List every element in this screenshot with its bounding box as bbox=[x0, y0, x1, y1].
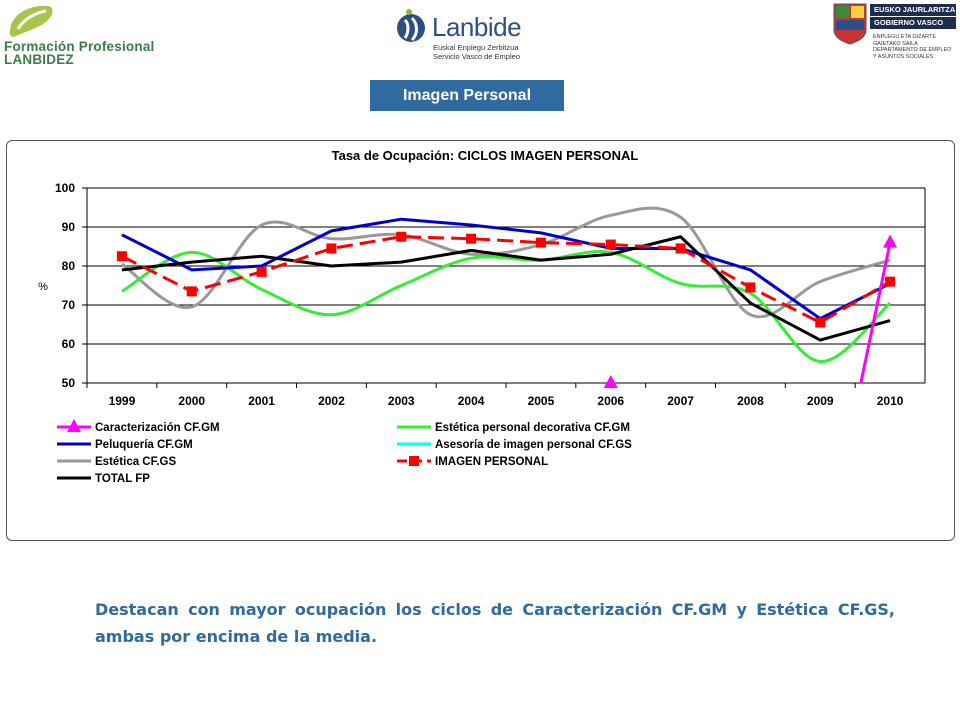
series-estetica-personal-decorativa-cf-gm bbox=[121, 250, 892, 364]
legend-item: Estética CF.GS bbox=[57, 456, 176, 468]
data-point bbox=[256, 266, 267, 277]
gv-bar-gobierno: GOBIERNO VASCO bbox=[870, 17, 956, 29]
legend-item: Caracterización CF.GM bbox=[57, 419, 220, 434]
x-tick-label: 1999 bbox=[109, 394, 136, 408]
x-tick-label: 2001 bbox=[248, 394, 275, 408]
gv-dept-line4: Y ASUNTOS SOCIALES bbox=[873, 53, 934, 60]
legend-item: Asesoría de imagen personal CF.GS bbox=[397, 439, 632, 451]
x-tick-label: 2009 bbox=[807, 394, 834, 408]
legend-item: Estética personal decorativa CF.GM bbox=[397, 422, 630, 434]
x-tick-label: 2002 bbox=[318, 394, 345, 408]
fp-swoosh-icon bbox=[9, 5, 53, 37]
y-tick-label: 90 bbox=[62, 220, 76, 234]
series-segment bbox=[859, 242, 892, 383]
gv-dept-line1: ENPLEGU ETA GIZARTE bbox=[873, 34, 937, 40]
legend-item: IMAGEN PERSONAL bbox=[397, 456, 548, 468]
fp-logo-text: Formación Profesional LANBIDEZ bbox=[4, 39, 155, 67]
gv-bar-eusko: EUSKO JAURLARITZA bbox=[870, 4, 956, 16]
series-total-fp bbox=[121, 235, 891, 342]
data-point bbox=[535, 237, 546, 248]
gobierno-vasco-shield-icon bbox=[833, 3, 867, 45]
chart-title: Tasa de Ocupación: CICLOS IMAGEN PERSONA… bbox=[332, 148, 639, 163]
gv-department: ENPLEGU ETA GIZARTE GAIETAKO SAILA DEPAR… bbox=[873, 34, 951, 60]
legend-label: TOTAL FP bbox=[95, 473, 150, 485]
data-point bbox=[466, 233, 477, 244]
section-banner: Imagen Personal bbox=[370, 80, 564, 111]
series-peluqueria-cf-gm bbox=[121, 217, 891, 321]
data-point bbox=[883, 234, 898, 248]
legend-label: IMAGEN PERSONAL bbox=[435, 456, 548, 468]
legend-marker bbox=[409, 456, 419, 466]
x-tick-label: 2003 bbox=[388, 394, 415, 408]
y-tick-label: 70 bbox=[62, 298, 76, 312]
x-tick-label: 2007 bbox=[667, 394, 694, 408]
series-line bbox=[121, 217, 891, 321]
data-point bbox=[675, 243, 686, 254]
legend-marker bbox=[67, 419, 81, 432]
x-tick-label: 2004 bbox=[458, 394, 485, 408]
summary-text: Destacan con mayor ocupación los ciclos … bbox=[95, 600, 895, 646]
fp-logo-line2: LANBIDEZ bbox=[4, 52, 74, 67]
gv-dept-line2: GAIETAKO SAILA bbox=[873, 40, 918, 47]
x-tick-label: 2006 bbox=[597, 394, 624, 408]
legend-label: Caracterización CF.GM bbox=[95, 422, 220, 434]
lanbide-sub-line1: Euskal Enplegu Zerbitzua bbox=[433, 43, 519, 52]
series-estetica-cf-gs bbox=[121, 206, 891, 319]
legend-item: TOTAL FP bbox=[57, 473, 150, 485]
data-point bbox=[186, 286, 197, 297]
x-tick-label: 2000 bbox=[178, 394, 205, 408]
x-tick-label: 2008 bbox=[737, 394, 764, 408]
x-tick-label: 2005 bbox=[528, 394, 555, 408]
gv-dept-line3: DEPARTAMENTO DE EMPLEO bbox=[873, 47, 952, 53]
chart-legend: Caracterización CF.GM Estética personal d… bbox=[57, 419, 632, 485]
data-point bbox=[603, 375, 618, 388]
x-tick-label: 2010 bbox=[877, 394, 904, 408]
data-point bbox=[885, 276, 896, 287]
chart-series bbox=[116, 206, 898, 388]
series-line bbox=[121, 235, 891, 342]
fp-logo-line1: Formación Profesional bbox=[4, 39, 155, 54]
legend-label: Estética CF.GS bbox=[95, 456, 176, 468]
lanbide-subtitle: Euskal Enplegu Zerbitzua Servicio Vasco … bbox=[433, 43, 520, 61]
data-point bbox=[745, 282, 756, 293]
formacion-profesional-logo bbox=[4, 2, 179, 72]
data-point bbox=[815, 317, 826, 328]
chart-gridlines bbox=[87, 187, 925, 345]
series-imagen-personal bbox=[116, 231, 896, 328]
legend-item: Peluquería CF.GM bbox=[57, 439, 193, 451]
data-point bbox=[116, 251, 127, 262]
legend-label: Asesoría de imagen personal CF.GS bbox=[435, 439, 632, 451]
series-line bbox=[121, 235, 891, 325]
lanbide-name: Lanbide bbox=[432, 12, 522, 42]
series-caracterizacion-cf-gm bbox=[603, 234, 898, 388]
lanbide-sub-line2: Servicio Vasco de Empleo bbox=[433, 52, 520, 61]
occupancy-line-chart: Tasa de Ocupación: CICLOS IMAGEN PERSONA… bbox=[38, 148, 926, 485]
chart-y-axis-label: % bbox=[38, 281, 48, 293]
lanbide-emblem-icon bbox=[397, 9, 425, 42]
series-line bbox=[121, 250, 892, 364]
data-point bbox=[396, 231, 407, 242]
chart-frame bbox=[6, 140, 955, 541]
legend-label: Peluquería CF.GM bbox=[95, 439, 193, 451]
legend-label: Estética personal decorativa CF.GM bbox=[435, 422, 630, 434]
chart-axes: 50 60 70 80 90 100 1999 2000 2001 2002 2003 2004 200… bbox=[55, 181, 926, 408]
y-tick-label: 80 bbox=[62, 259, 76, 273]
y-tick-label: 50 bbox=[62, 376, 76, 390]
y-tick-label: 100 bbox=[55, 181, 75, 195]
data-point bbox=[605, 239, 616, 250]
data-point bbox=[326, 243, 337, 254]
y-tick-label: 60 bbox=[62, 337, 76, 351]
series-line bbox=[121, 206, 891, 319]
